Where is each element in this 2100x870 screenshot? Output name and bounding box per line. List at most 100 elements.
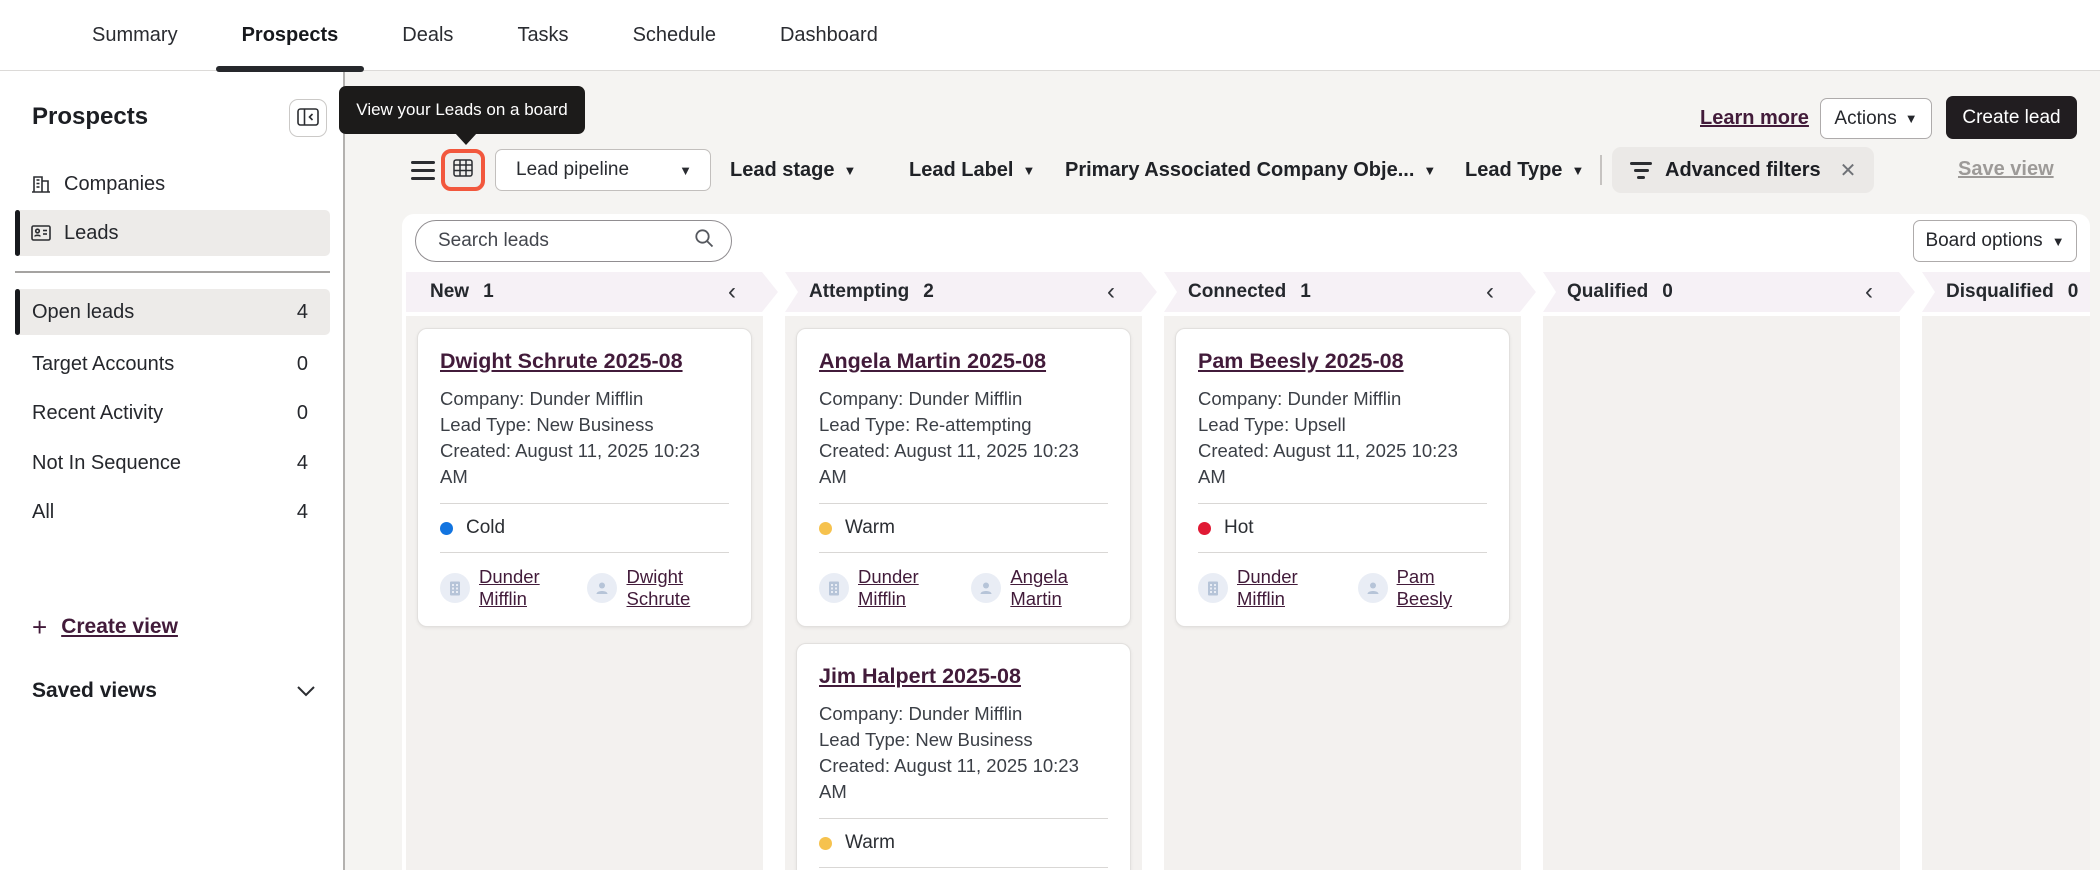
lead-type: Lead Type: New Business [819, 729, 1033, 750]
temperature-row: Warm [819, 832, 1108, 854]
lead-card[interactable]: Dwight Schrute 2025-08 Company: Dunder M… [417, 328, 752, 627]
learn-more-link[interactable]: Learn more [1700, 107, 1809, 129]
view-not-in-sequence[interactable]: Not In Sequence 4 [15, 440, 330, 486]
lead-title-link[interactable]: Pam Beesly 2025-08 [1198, 349, 1404, 373]
tab-summary[interactable]: Summary [92, 23, 178, 46]
lead-type-dropdown[interactable]: Lead Type ▼ [1465, 150, 1584, 190]
toolbar-divider [1600, 155, 1602, 185]
company-link[interactable]: Dunder Mifflin [479, 566, 540, 609]
company-link[interactable]: Dunder Mifflin [1237, 566, 1298, 609]
view-open-leads[interactable]: Open leads 4 [15, 289, 330, 335]
view-label: Open leads [32, 300, 135, 323]
lead-label-dropdown[interactable]: Lead Label ▼ [909, 150, 1035, 190]
view-count: 0 [296, 401, 308, 424]
tab-tasks[interactable]: Tasks [517, 23, 569, 46]
sidebar-item-companies[interactable]: Companies [15, 161, 330, 207]
sidebar-item-leads[interactable]: Leads [15, 210, 330, 256]
search-input[interactable] [438, 230, 694, 252]
card-divider [440, 552, 729, 553]
company-avatar-icon [1198, 573, 1228, 603]
company-association: Dunder Mifflin [819, 566, 955, 610]
column-count: 2 [923, 281, 934, 302]
dropdown-label: Lead Label [909, 158, 1014, 181]
sidebar-item-label: Companies [64, 172, 166, 195]
column-body: Dwight Schrute 2025-08 Company: Dunder M… [406, 316, 763, 870]
lead-type: Lead Type: Upsell [1198, 414, 1346, 435]
caret-down-icon: ▼ [1904, 111, 1918, 126]
contact-link[interactable]: Angela Martin [1010, 566, 1068, 609]
view-target-accounts[interactable]: Target Accounts 0 [15, 341, 330, 387]
column-body [1922, 316, 2090, 870]
lead-title-link[interactable]: Dwight Schrute 2025-08 [440, 349, 683, 373]
list-view-button[interactable] [406, 152, 440, 188]
column-header: New 1 ‹ [406, 272, 778, 312]
actions-button[interactable]: Actions ▼ [1820, 98, 1932, 139]
caret-down-icon: ▼ [1423, 162, 1437, 178]
caret-down-icon: ▼ [679, 162, 692, 178]
create-lead-button[interactable]: Create lead [1946, 96, 2077, 139]
advanced-filters-chip[interactable]: Advanced filters ✕ [1612, 147, 1875, 193]
contact-card-icon [30, 222, 52, 244]
lead-stage-dropdown[interactable]: Lead stage ▼ [730, 150, 856, 190]
company-association: Dunder Mifflin [1198, 566, 1342, 610]
sidebar-divider [15, 271, 330, 273]
building-icon [30, 173, 52, 195]
collapse-column-icon[interactable]: ‹ [1486, 278, 1494, 305]
tab-dashboard[interactable]: Dashboard [779, 23, 878, 46]
column-header: Attempting 2 ‹ [785, 272, 1157, 312]
close-icon[interactable]: ✕ [1839, 159, 1857, 182]
column-body: Angela Martin 2025-08 Company: Dunder Mi… [785, 316, 1142, 870]
tab-deals[interactable]: Deals [402, 23, 454, 46]
sidebar-title: Prospects [32, 103, 149, 130]
create-view-label: Create view [61, 615, 178, 638]
saved-views-toggle[interactable]: Saved views [32, 679, 315, 703]
collapse-column-icon[interactable]: ‹ [1865, 278, 1873, 305]
lead-company: Company: Dunder Mifflin [819, 703, 1023, 724]
collapse-column-icon[interactable]: ‹ [728, 278, 736, 305]
tab-prospects[interactable]: Prospects [210, 0, 371, 72]
contact-link[interactable]: Dwight Schrute [626, 566, 691, 609]
primary-company-dropdown[interactable]: Primary Associated Company Obje... ▼ [1065, 150, 1436, 190]
chevron-down-icon [297, 685, 315, 696]
card-footer: Dunder Mifflin Pam Beesly [1198, 566, 1487, 610]
collapse-sidebar-button[interactable] [289, 99, 327, 137]
temperature-dot [819, 836, 832, 850]
view-label: Target Accounts [32, 352, 175, 375]
view-all[interactable]: All 4 [15, 489, 330, 535]
lead-created: Created: August 11, 2025 10:23 AM [819, 755, 1079, 802]
board-options-button[interactable]: Board options ▼ [1913, 220, 2077, 262]
board-view-tooltip: View your Leads on a board [339, 86, 585, 145]
save-view-link[interactable]: Save view [1958, 158, 2054, 180]
search-icon [694, 228, 715, 254]
lead-title-link[interactable]: Jim Halpert 2025-08 [819, 664, 1021, 688]
contact-link[interactable]: Pam Beesly [1396, 566, 1453, 609]
lead-card[interactable]: Pam Beesly 2025-08 Company: Dunder Miffl… [1175, 328, 1510, 627]
lead-type: Lead Type: New Business [440, 414, 654, 435]
temperature-row: Hot [1198, 517, 1487, 539]
tooltip-text: View your Leads on a board [356, 100, 568, 119]
view-count: 0 [296, 352, 308, 375]
column-name: Disqualified [1946, 281, 2054, 302]
column-count: 1 [1300, 281, 1311, 302]
saved-views-label: Saved views [32, 679, 157, 702]
advanced-filters-label: Advanced filters [1665, 158, 1821, 181]
collapse-column-icon[interactable]: ‹ [1107, 278, 1115, 305]
lead-title-link[interactable]: Angela Martin 2025-08 [819, 349, 1047, 373]
create-view-link[interactable]: + Create view [32, 614, 178, 640]
lead-board: Board options ▼ New 1 ‹ Dwight Schrute 2… [402, 214, 2090, 870]
board-view-button[interactable] [441, 149, 485, 191]
column-name: Connected [1188, 281, 1287, 302]
lead-card[interactable]: Jim Halpert 2025-08 Company: Dunder Miff… [796, 643, 1131, 870]
lead-company: Company: Dunder Mifflin [1198, 388, 1402, 409]
pipeline-select[interactable]: Lead pipeline ▼ [495, 149, 711, 191]
temperature-dot [440, 521, 453, 535]
lead-card[interactable]: Angela Martin 2025-08 Company: Dunder Mi… [796, 328, 1131, 627]
lead-created: Created: August 11, 2025 10:23 AM [440, 440, 700, 487]
tab-schedule[interactable]: Schedule [632, 23, 716, 46]
column-header: Qualified 0 ‹ [1543, 272, 1915, 312]
company-link[interactable]: Dunder Mifflin [858, 566, 919, 609]
company-avatar-icon [440, 573, 470, 603]
view-recent-activity[interactable]: Recent Activity 0 [15, 390, 330, 436]
temperature-label: Warm [845, 832, 895, 853]
temperature-label: Hot [1224, 517, 1254, 538]
